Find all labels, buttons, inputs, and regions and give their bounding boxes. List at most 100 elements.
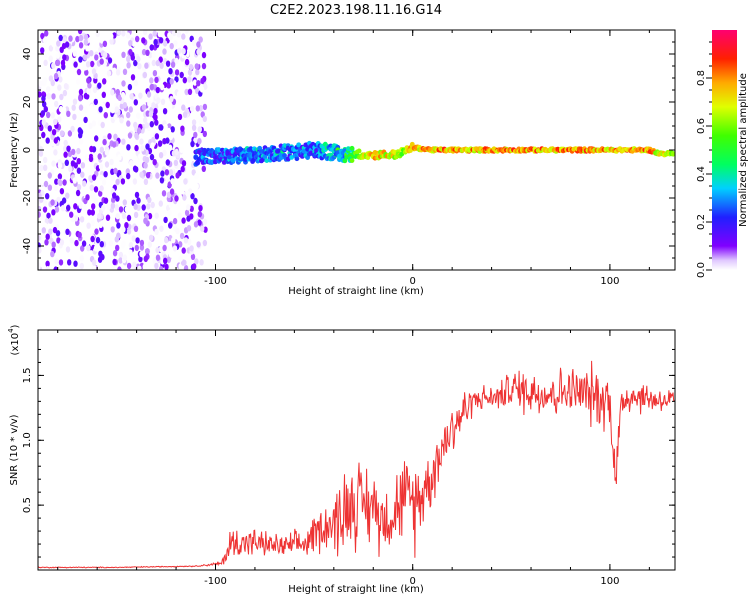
noise-cell xyxy=(190,112,196,119)
noise-cell xyxy=(154,228,159,236)
noise-cell xyxy=(148,110,154,118)
noise-cell xyxy=(94,135,99,142)
noise-cell xyxy=(191,124,197,131)
noise-cell xyxy=(134,144,139,152)
noise-cell xyxy=(132,178,138,185)
noise-cell xyxy=(82,63,87,71)
noise-cell xyxy=(191,39,197,47)
noise-cell xyxy=(53,149,58,156)
noise-cell xyxy=(75,189,81,197)
noise-cell xyxy=(183,265,189,270)
noise-cell xyxy=(78,128,84,136)
noise-cell xyxy=(104,149,110,156)
noise-cell xyxy=(200,225,205,232)
noise-cell xyxy=(143,117,148,124)
snr-y-label: SNR (10 * v/v) xyxy=(9,414,20,485)
noise-cell xyxy=(168,169,174,176)
noise-cell xyxy=(95,236,101,244)
noise-cell xyxy=(56,237,61,244)
noise-cell xyxy=(193,197,198,205)
noise-cell xyxy=(171,237,176,244)
noise-cell xyxy=(43,156,48,164)
noise-cell xyxy=(85,45,90,52)
colorbar-ticks: 0.0 0.2 0.4 0.6 0.8 xyxy=(696,41,712,278)
noise-cell xyxy=(190,193,195,200)
noise-cell xyxy=(202,115,207,123)
noise-cell xyxy=(169,188,175,195)
noise-cell xyxy=(124,222,129,229)
noise-cell xyxy=(128,48,133,56)
noise-cell xyxy=(121,226,126,233)
noise-cell xyxy=(174,69,180,76)
noise-cell xyxy=(106,70,112,77)
noise-cell xyxy=(172,30,177,37)
signal-cell xyxy=(296,142,302,148)
noise-cell xyxy=(114,236,120,243)
noise-cell xyxy=(198,205,203,212)
x-tick-label: 100 xyxy=(600,576,619,587)
noise-cell xyxy=(168,222,173,229)
noise-cell xyxy=(170,61,176,68)
noise-cell xyxy=(78,88,84,96)
colorbar-tick-label: 0.4 xyxy=(696,166,707,182)
noise-cell xyxy=(44,239,49,246)
noise-cell xyxy=(78,34,84,42)
noise-cell xyxy=(76,184,82,191)
noise-cell xyxy=(163,123,168,131)
noise-cell xyxy=(75,78,81,85)
spectrogram-marks xyxy=(38,30,675,270)
noise-cell xyxy=(151,59,156,67)
noise-cell xyxy=(77,231,82,239)
noise-cell xyxy=(182,77,187,84)
signal-cell xyxy=(264,158,270,164)
noise-cell xyxy=(190,253,196,260)
noise-cell xyxy=(183,178,188,185)
noise-cell xyxy=(136,127,142,134)
noise-cell xyxy=(196,48,201,56)
noise-cell xyxy=(121,212,127,220)
noise-cell xyxy=(45,266,50,270)
noise-cell xyxy=(148,33,153,40)
noise-cell xyxy=(115,69,121,76)
noise-cell xyxy=(83,39,89,46)
noise-cell xyxy=(91,120,97,127)
y-tick-label: 20 xyxy=(22,96,33,109)
colorbar: 0.0 0.2 0.4 0.6 0.8 Normalized spectral ampl… xyxy=(696,30,749,278)
noise-cell xyxy=(155,86,160,94)
noise-cell xyxy=(117,94,123,102)
noise-cell xyxy=(113,133,118,140)
noise-cell xyxy=(118,251,124,259)
noise-cell xyxy=(42,37,48,44)
noise-cell xyxy=(41,227,46,234)
noise-cell xyxy=(72,177,78,184)
noise-cell xyxy=(147,100,152,107)
noise-cell xyxy=(163,257,168,264)
noise-cell xyxy=(138,153,143,160)
noise-cell xyxy=(142,71,148,79)
noise-cell xyxy=(43,106,48,113)
noise-cell xyxy=(149,153,155,161)
noise-cell xyxy=(127,83,133,91)
noise-cell xyxy=(184,30,189,34)
noise-cell xyxy=(38,234,41,242)
noise-cell xyxy=(54,258,59,265)
noise-cell xyxy=(84,154,90,161)
snr-axes: -100 0 100 0.5 1.0 1.5 xyxy=(22,330,675,587)
noise-cell xyxy=(163,216,168,224)
noise-cell xyxy=(97,212,102,220)
noise-cell xyxy=(126,62,131,69)
noise-cell xyxy=(99,241,105,248)
noise-cell xyxy=(61,197,67,204)
noise-cell xyxy=(122,254,128,261)
noise-cell xyxy=(72,113,77,121)
noise-cell xyxy=(48,217,53,224)
y-tick-label: -40 xyxy=(22,238,33,254)
noise-cell xyxy=(193,137,198,144)
noise-cell xyxy=(86,244,91,252)
y-tick-label: 0.5 xyxy=(22,497,33,513)
noise-cell xyxy=(90,209,96,216)
noise-cell xyxy=(169,42,174,50)
noise-cell xyxy=(141,104,147,111)
noise-cell xyxy=(176,140,181,147)
noise-cell xyxy=(175,227,180,235)
